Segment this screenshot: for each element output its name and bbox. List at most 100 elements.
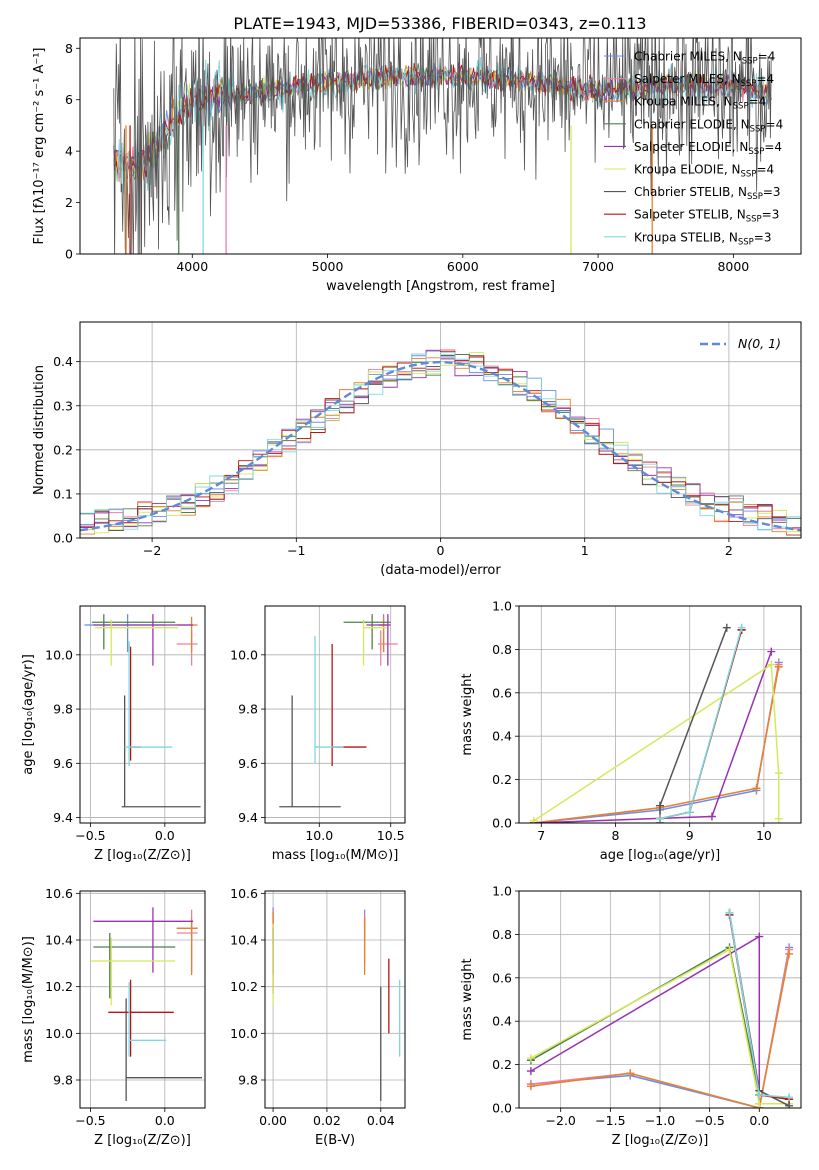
spectrum-ytick-label: 4	[65, 144, 73, 159]
weight-vs-age-xlabel: age [log₁₀(age/yr)]	[600, 848, 721, 863]
residuals-xlabel: (data-model)/error	[380, 563, 501, 578]
age-vs-mass-xtick-label: 10.5	[377, 828, 405, 843]
mass-vs-Z-ytick-label: 10.0	[45, 1026, 73, 1041]
mass-vs-Z-marks	[90, 907, 203, 1101]
age-vs-Z-xtick-label: 0.0	[155, 828, 175, 843]
weight-vs-Z-series-line	[530, 948, 790, 1105]
weight-vs-age-series-marker	[767, 660, 776, 669]
mass-vs-Z-panel: −0.5 0.0 9.8 10.0 10.2 10.4 10.6 Z [log₁₀(Z/Z⊙)…	[21, 886, 206, 1148]
spectrum-series-line	[113, 38, 772, 254]
age-vs-Z-ytick-label: 10.0	[45, 647, 73, 662]
age-vs-mass-ytick-label: 10.0	[230, 647, 258, 662]
weight-vs-age-series-marker	[656, 814, 664, 823]
age-vs-mass-ytick-label: 9.6	[238, 756, 258, 771]
weight-vs-age-series-marker	[707, 812, 716, 821]
spectrum-marks	[113, 38, 772, 254]
weight-vs-Z-xtick-label: −2.0	[546, 1113, 576, 1128]
weight-vs-age-series-marker	[774, 814, 783, 823]
spectrum-legend-label: Chabrier ELODIE, NSSP=4	[634, 117, 783, 134]
weight-vs-age-ytick-label: 0.4	[492, 729, 512, 744]
spectrum-ytick-label: 6	[65, 92, 73, 107]
spectrum-ylabel: Flux [fλ10⁻¹⁷ erg cm⁻² s⁻¹ A⁻¹]	[32, 48, 47, 245]
weight-vs-age-series-line	[659, 627, 743, 820]
age-vs-Z-marks	[84, 614, 201, 808]
mass-vs-EBV-xtick-label: 0.00	[259, 1113, 287, 1128]
weight-vs-age-series-marker	[722, 623, 731, 632]
weight-vs-age-series-line	[533, 662, 780, 823]
weight-vs-age-xtick-label: 7	[537, 828, 545, 843]
spectrum-legend-label: Salpeter ELODIE, NSSP=4	[634, 140, 782, 157]
residuals-xtick-label: −2	[143, 543, 161, 558]
weight-vs-Z-frame	[518, 890, 802, 1109]
weight-vs-Z-ytick-label: 0.6	[492, 970, 512, 985]
spectrum-legend-label: Chabrier MILES, NSSP=4	[634, 50, 775, 67]
age-vs-mass-xlabel: mass [log₁₀(M/M⊙)]	[272, 848, 399, 863]
age-vs-mass-xtick-label: 10.0	[305, 828, 333, 843]
age-vs-mass-marks	[279, 614, 398, 808]
mass-vs-Z-ytick-label: 10.6	[45, 886, 73, 901]
spectrum-xtick-label: 6000	[447, 259, 479, 274]
mass-vs-EBV-ytick-label: 9.8	[238, 1073, 258, 1088]
spectrum-xlabel: wavelength [Angstrom, rest frame]	[326, 279, 555, 294]
spectrum-xtick-label: 7000	[582, 259, 614, 274]
weight-vs-Z-marks	[526, 908, 794, 1108]
weight-vs-Z-xtick-label: −1.5	[595, 1113, 625, 1128]
weight-vs-Z-ytick-label: 1.0	[492, 884, 512, 899]
age-vs-Z-ytick-label: 9.6	[53, 756, 73, 771]
age-vs-Z-xtick-label: −0.5	[75, 828, 105, 843]
weight-vs-age-series-marker	[774, 662, 783, 671]
weight-vs-Z-series-line	[530, 953, 790, 1108]
weight-vs-age-series-marker	[529, 816, 538, 823]
weight-vs-Z-xlabel: Z [log₁₀(Z/Z⊙)]	[612, 1133, 709, 1148]
weight-vs-age-panel: 7 8 9 10 0.0 0.2 0.4 0.6 0.8 1.0 age [log₁₀(age/yr…	[460, 599, 802, 863]
weight-vs-Z-series-marker	[755, 1090, 764, 1099]
mass-vs-EBV-ytick-label: 10.4	[230, 933, 258, 948]
spectrum-legend-label: Kroupa ELODIE, NSSP=4	[634, 163, 774, 180]
weight-vs-Z-series-marker	[785, 949, 794, 958]
weight-vs-age-series-marker	[774, 769, 783, 778]
weight-vs-Z-series-marker	[725, 945, 734, 954]
age-vs-Z-ytick-label: 9.4	[53, 810, 73, 825]
residuals-frame	[79, 321, 802, 539]
age-vs-mass-ytick-label: 9.4	[238, 810, 258, 825]
mass-vs-EBV-xlabel: E(B-V)	[315, 1133, 355, 1148]
residuals-xtick-label: 0	[437, 543, 445, 558]
weight-vs-Z-series-marker	[785, 1093, 794, 1102]
weight-vs-age-series-line	[659, 629, 743, 820]
mass-vs-Z-ytick-label: 10.4	[45, 933, 73, 948]
spectrum-legend-label: Chabrier STELIB, NSSP=3	[634, 185, 781, 202]
age-vs-Z-frame	[79, 605, 206, 824]
residuals-xtick-label: 1	[581, 543, 589, 558]
weight-vs-age-series-marker	[737, 623, 746, 632]
weight-vs-Z-ytick-label: 0.0	[492, 1101, 512, 1116]
age-vs-mass-ytick-label: 9.8	[238, 702, 258, 717]
figure-title: PLATE=1943, MJD=53386, FIBERID=0343, z=0…	[233, 14, 646, 33]
weight-vs-age-ytick-label: 0.8	[492, 642, 512, 657]
mass-vs-Z-xtick-label: −0.5	[75, 1113, 105, 1128]
mass-vs-EBV-marks	[272, 907, 401, 1101]
weight-vs-age-series-line	[533, 666, 780, 823]
weight-vs-age-ytick-label: 0.0	[492, 816, 512, 831]
mass-vs-EBV-ytick-label: 10.2	[230, 979, 258, 994]
spectrum-legend-label: Salpeter MILES, NSSP=4	[634, 72, 774, 89]
mass-vs-Z-ytick-label: 10.2	[45, 979, 73, 994]
weight-vs-Z-series-marker	[626, 1069, 635, 1078]
residuals-ytick-label: 0.1	[53, 486, 73, 501]
spectrum-xtick-label: 8000	[717, 259, 749, 274]
residuals-xtick-label: 2	[725, 543, 733, 558]
age-vs-Z-ytick-label: 9.8	[53, 702, 73, 717]
weight-vs-age-ytick-label: 0.2	[492, 772, 512, 787]
mass-vs-Z-frame	[79, 890, 206, 1109]
weight-vs-age-series-marker	[685, 808, 694, 817]
weight-vs-Z-series-marker	[755, 1099, 764, 1108]
age-vs-Z-ylabel: age [log₁₀(age/yr)]	[21, 654, 36, 775]
spectrum-legend-label: Kroupa MILES, NSSP=4	[634, 95, 766, 112]
spectrum-xtick-label: 5000	[312, 259, 344, 274]
weight-vs-Z-series-marker	[526, 1067, 535, 1076]
residuals-ytick-label: 0.0	[53, 531, 73, 546]
weight-vs-age-series-line	[533, 663, 780, 822]
mass-vs-EBV-xtick-label: 0.02	[313, 1113, 341, 1128]
spectrum-frame	[79, 37, 802, 255]
weight-vs-Z-panel: −2.0 −1.5 −1.0 −0.5 0.0 0.0 0.2 0.4 0.6 0.8 1.0 Z […	[460, 884, 802, 1148]
